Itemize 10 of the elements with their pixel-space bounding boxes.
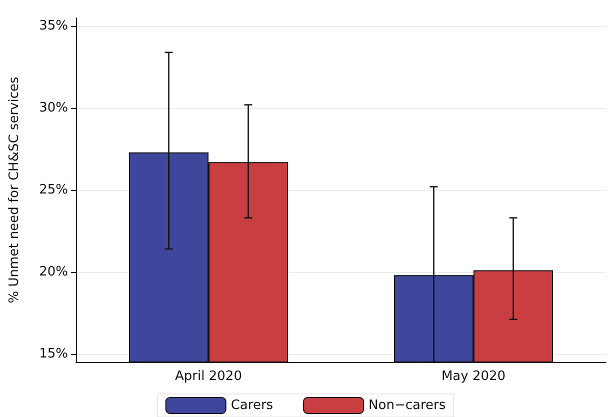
y-tick-label: 30%: [39, 100, 68, 116]
legend-label: Carers: [230, 398, 274, 413]
x-tick-label: April 2020: [175, 369, 242, 384]
legend-label: Non−carers: [368, 398, 446, 413]
y-tick-label: 35%: [39, 18, 68, 34]
x-tick-label: May 2020: [441, 369, 506, 384]
y-axis-title: % Unmet need for CH&SC services: [7, 76, 22, 304]
y-tick-label: 15%: [39, 346, 68, 362]
y-tick-label: 20%: [39, 264, 68, 280]
y-tick-label: 25%: [39, 182, 68, 198]
